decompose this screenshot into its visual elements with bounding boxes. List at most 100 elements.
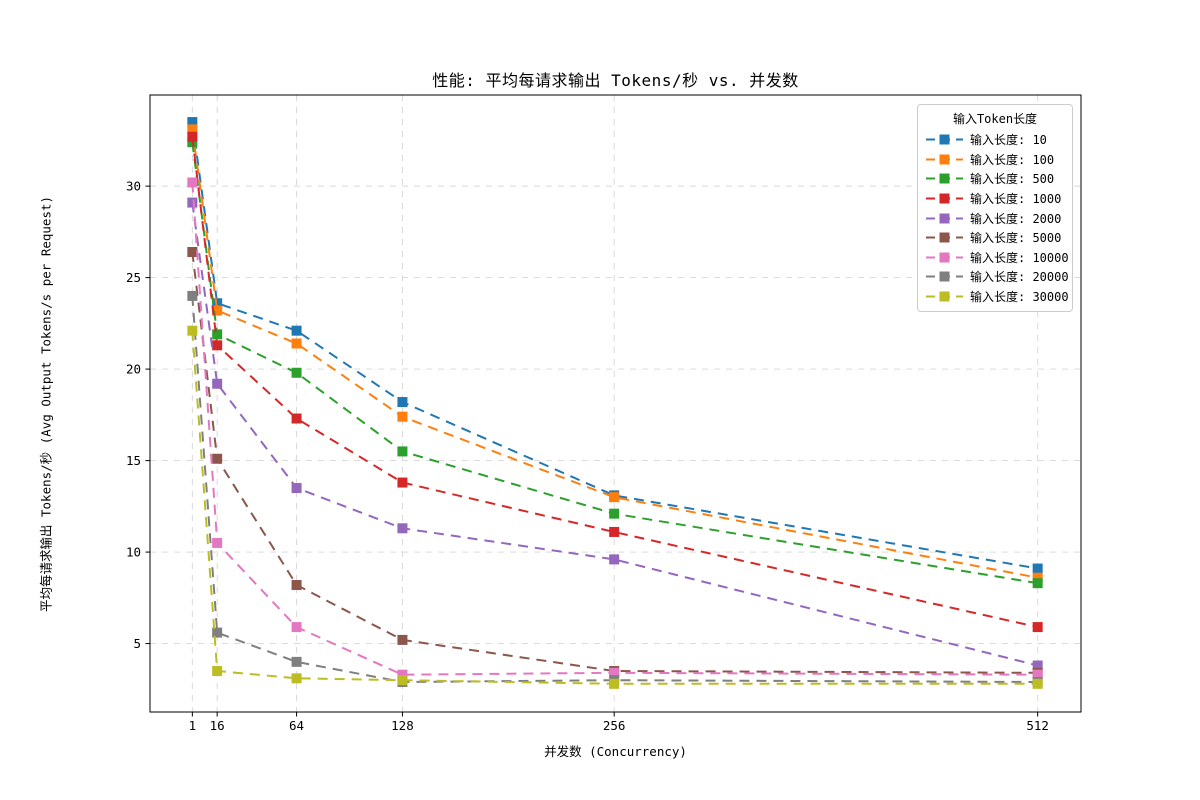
data-point — [291, 413, 302, 424]
data-point — [609, 667, 620, 678]
series-line-7 — [191, 182, 1038, 676]
y-tick-label: 10 — [126, 544, 141, 559]
legend-entry-label: 输入长度: 500 — [970, 172, 1055, 187]
legend-marker-icon — [926, 252, 963, 263]
legend-entry: 输入长度: 10000 — [918, 248, 1072, 268]
data-point — [1032, 563, 1043, 574]
data-point — [291, 338, 302, 349]
data-point — [212, 329, 223, 340]
data-point — [187, 197, 198, 208]
data-point — [609, 554, 620, 565]
data-point — [212, 305, 223, 316]
data-point — [397, 411, 408, 422]
axes-frame — [149, 94, 1082, 713]
legend-marker-icon — [926, 232, 963, 243]
x-tick-label: 512 — [1026, 718, 1049, 733]
legend-entry: 输入长度: 500 — [918, 169, 1072, 189]
legend-entry: 输入长度: 1000 — [918, 189, 1072, 209]
legend-entry: 输入长度: 100 — [918, 150, 1072, 170]
data-point — [187, 117, 198, 128]
data-point — [609, 508, 620, 519]
legend-entry-label: 输入长度: 10000 — [970, 250, 1069, 265]
series-line-3 — [191, 142, 1038, 585]
data-point — [212, 453, 223, 464]
data-point — [187, 246, 198, 257]
series-line-4 — [191, 136, 1038, 629]
data-point — [291, 580, 302, 591]
legend-entry-label: 输入长度: 30000 — [970, 290, 1069, 305]
data-point — [291, 656, 302, 667]
y-tick-label: 5 — [133, 636, 141, 651]
y-tick-label: 25 — [126, 270, 141, 285]
data-point — [291, 622, 302, 633]
legend-marker-icon — [926, 213, 963, 224]
data-point — [291, 325, 302, 336]
legend-entry-label: 输入长度: 5000 — [970, 231, 1062, 246]
legend-entry: 输入长度: 5000 — [918, 228, 1072, 248]
legend-marker-icon — [926, 291, 963, 302]
data-point — [187, 325, 198, 336]
data-point — [1032, 678, 1043, 689]
legend-marker-icon — [926, 271, 963, 282]
chart-title: 性能: 平均每请求输出 Tokens/秒 vs. 并发数 — [432, 71, 799, 90]
data-point — [1032, 578, 1043, 589]
legend-marker-icon — [926, 134, 963, 145]
data-point — [1032, 660, 1043, 671]
x-tick-label: 256 — [603, 718, 626, 733]
data-point — [1032, 572, 1043, 583]
legend-marker-icon — [926, 154, 963, 165]
legend-entry-label: 输入长度: 20000 — [970, 270, 1069, 285]
data-point — [397, 446, 408, 457]
y-tick-label: 30 — [126, 178, 141, 193]
data-point — [187, 290, 198, 301]
legend-entry-label: 输入长度: 100 — [970, 152, 1055, 167]
x-axis-label: 并发数 (Concurrency) — [544, 744, 687, 759]
y-axis-label: 平均每请求输出 Tokens/秒 (Avg Output Tokens/s pe… — [38, 195, 54, 613]
data-point — [187, 177, 198, 188]
legend-box: 输入Token长度 输入长度: 10 输入长度: 100 输入长度: 500 输入长度… — [917, 104, 1073, 313]
series-line-6 — [191, 251, 1038, 674]
data-point — [1032, 622, 1043, 633]
series-line-1 — [191, 121, 1038, 570]
data-point — [187, 124, 198, 135]
data-point — [212, 627, 223, 638]
legend-entry-label: 输入长度: 1000 — [970, 192, 1062, 207]
data-point — [609, 678, 620, 689]
x-tick-label: 1 — [189, 718, 197, 733]
series-line-8 — [191, 295, 1038, 684]
data-point — [397, 669, 408, 680]
data-point — [397, 675, 408, 686]
data-point — [291, 367, 302, 378]
data-point — [187, 131, 198, 142]
data-point — [212, 666, 223, 677]
y-tick-label: 20 — [126, 361, 141, 376]
data-point — [212, 378, 223, 389]
legend-entry: 输入长度: 30000 — [918, 287, 1072, 307]
data-point — [397, 634, 408, 645]
x-tick-label: 64 — [289, 718, 304, 733]
data-point — [397, 523, 408, 534]
data-point — [397, 477, 408, 488]
legend-title: 输入Token长度 — [952, 112, 1038, 126]
legend-marker-icon — [926, 173, 963, 184]
x-tick-label: 128 — [391, 718, 414, 733]
data-point — [609, 492, 620, 503]
data-point — [291, 483, 302, 494]
y-tick-label: 15 — [126, 453, 141, 468]
legend-entry-label: 输入长度: 10 — [970, 133, 1047, 148]
legend-entry-label: 输入长度: 2000 — [970, 211, 1062, 226]
legend-entry: 输入长度: 10 — [918, 130, 1072, 150]
legend-entry: 输入长度: 2000 — [918, 208, 1072, 228]
legend-marker-icon — [926, 193, 963, 204]
legend-entry: 输入长度: 20000 — [918, 267, 1072, 287]
data-point — [1032, 669, 1043, 680]
data-point — [212, 340, 223, 351]
series-line-9 — [191, 330, 1038, 685]
data-point — [212, 537, 223, 548]
legend-entries: 输入长度: 10 输入长度: 100 输入长度: 500 输入长度: 1000 输入长度… — [918, 130, 1072, 306]
data-point — [291, 673, 302, 684]
data-point — [397, 397, 408, 408]
data-point — [609, 526, 620, 537]
